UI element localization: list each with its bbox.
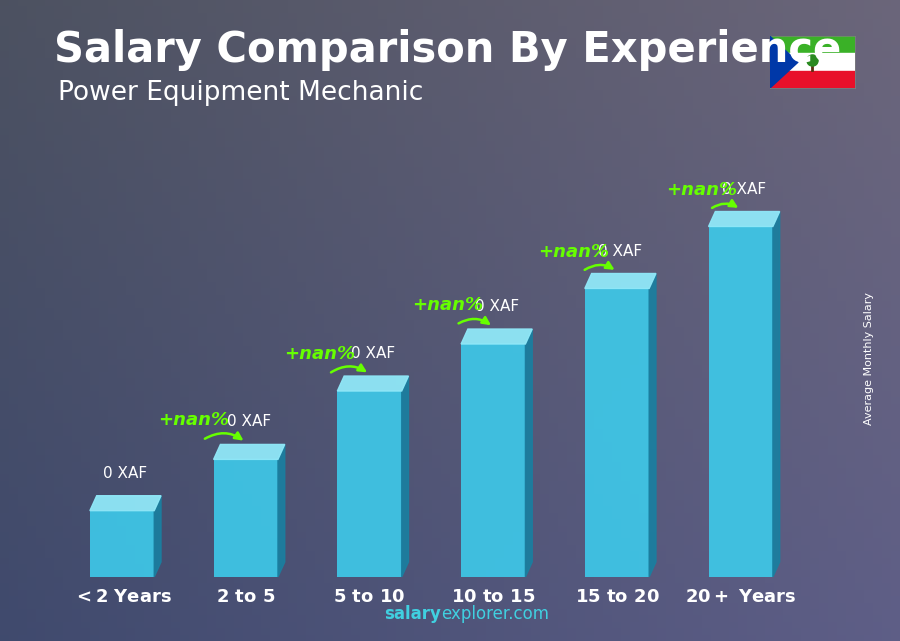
Text: 0 XAF: 0 XAF — [104, 466, 148, 481]
Polygon shape — [278, 444, 284, 577]
Bar — [770, 36, 855, 53]
Polygon shape — [154, 495, 161, 577]
Polygon shape — [90, 495, 161, 511]
Bar — [770, 53, 855, 71]
Bar — [708, 226, 773, 577]
Text: explorer.com: explorer.com — [441, 605, 549, 623]
Text: 0 XAF: 0 XAF — [351, 346, 395, 361]
Text: 0 XAF: 0 XAF — [474, 299, 518, 314]
Bar — [461, 344, 526, 577]
Polygon shape — [649, 274, 656, 577]
Polygon shape — [708, 212, 779, 226]
Polygon shape — [401, 376, 409, 577]
Text: Power Equipment Mechanic: Power Equipment Mechanic — [58, 80, 424, 106]
Bar — [90, 511, 154, 577]
Text: +nan%: +nan% — [666, 181, 736, 199]
Polygon shape — [213, 444, 284, 460]
Text: 0 XAF: 0 XAF — [227, 415, 271, 429]
Bar — [770, 71, 855, 88]
Bar — [585, 288, 649, 577]
Text: 0 XAF: 0 XAF — [722, 181, 766, 197]
Text: +nan%: +nan% — [284, 345, 356, 363]
Text: 0 XAF: 0 XAF — [598, 244, 643, 258]
Text: Average Monthly Salary: Average Monthly Salary — [863, 292, 874, 426]
Polygon shape — [770, 36, 798, 88]
Text: Salary Comparison By Experience: Salary Comparison By Experience — [54, 29, 842, 71]
Text: +nan%: +nan% — [158, 412, 230, 429]
Text: +nan%: +nan% — [412, 296, 483, 314]
Polygon shape — [526, 329, 532, 577]
Polygon shape — [773, 212, 779, 577]
Bar — [338, 391, 401, 577]
Polygon shape — [585, 274, 656, 288]
Text: +nan%: +nan% — [538, 243, 609, 261]
Polygon shape — [461, 329, 532, 344]
Bar — [213, 460, 278, 577]
Polygon shape — [338, 376, 409, 391]
Text: salary: salary — [384, 605, 441, 623]
